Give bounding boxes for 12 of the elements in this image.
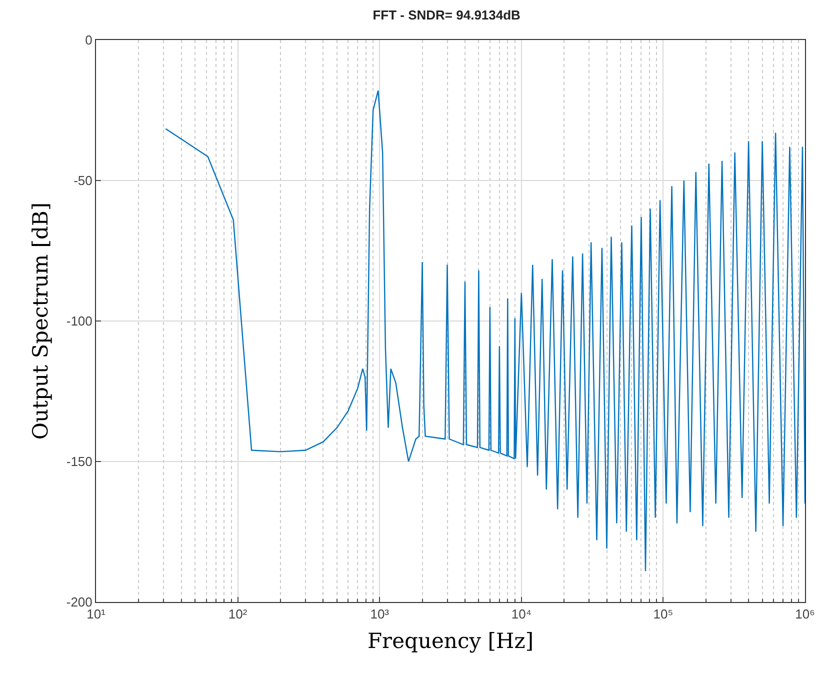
y-tick-label: -150 [66,454,92,470]
x-tick-label: 10³ [370,606,390,622]
y-tick-label: 0 [85,32,92,48]
x-axis-title: Frequency [Hz] [367,628,534,653]
y-tick-label: -100 [66,314,92,329]
x-tick-label: 10² [228,606,248,622]
x-tick-label: 10⁶ [795,606,815,622]
y-tick-label: -50 [74,173,92,188]
x-tick-label: 10⁴ [511,606,532,622]
chart-title: FFT - SNDR= 94.9134dB [372,7,520,22]
y-axis-title: Output Spectrum [dB] [28,202,53,440]
x-tick-label: 10⁵ [653,606,674,622]
